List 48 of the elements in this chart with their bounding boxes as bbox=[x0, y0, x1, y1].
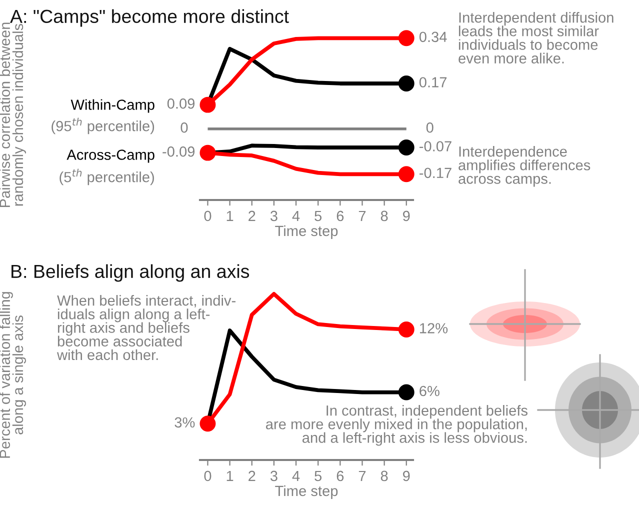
x-axis-title: Time step bbox=[275, 225, 338, 239]
x-tick-label: 5 bbox=[314, 470, 322, 482]
data-label: 3% bbox=[174, 417, 195, 428]
x-tick-label: 5 bbox=[314, 210, 322, 222]
chart-title: B: Beliefs align along an axis bbox=[12, 264, 250, 282]
x-tick-label: 3 bbox=[270, 210, 278, 222]
data-label: 6% bbox=[420, 386, 440, 396]
x-tick-label: 0 bbox=[204, 470, 212, 482]
x-tick-label: 2 bbox=[248, 470, 256, 481]
x-tick-label: 4 bbox=[292, 470, 300, 481]
annotation: In contrast, independent beliefs are more evenly mixed in the population, and a left-right axis is less obvious. bbox=[266, 405, 528, 446]
text: Interdependence amplifies differences across camps. bbox=[458, 146, 590, 187]
text: (5$^{th}$ percentile) bbox=[60, 168, 154, 186]
annotation: When beliefs interact, indiv- iduals align along a left- right axis and beliefs become associated with each other. bbox=[56, 295, 236, 360]
x-tick-label: 8 bbox=[380, 210, 388, 222]
point bbox=[398, 76, 414, 92]
point bbox=[200, 96, 216, 113]
point bbox=[398, 166, 414, 182]
text: (95$^{th}$ percentile) bbox=[52, 118, 154, 134]
data-label: 0.17 bbox=[419, 77, 447, 88]
x-tick-label: 1 bbox=[226, 210, 234, 221]
point bbox=[200, 144, 216, 161]
point bbox=[398, 30, 414, 46]
text: Across-Camp bbox=[66, 150, 154, 163]
data-label: 0.09 bbox=[167, 98, 195, 109]
x-tick-label: 3 bbox=[270, 470, 278, 482]
x-axis-title: Time step bbox=[275, 485, 338, 499]
x-tick-label: 6 bbox=[336, 210, 344, 222]
x-tick-label: 9 bbox=[403, 470, 410, 482]
data-label: 12% bbox=[420, 323, 448, 334]
text: Within-Camp bbox=[70, 99, 154, 113]
x-tick-label: 9 bbox=[403, 210, 410, 222]
text: 0 bbox=[180, 122, 188, 133]
x-tick-label: 6 bbox=[336, 470, 344, 482]
x-tick-label: 7 bbox=[358, 210, 366, 221]
x-tick-label: 1 bbox=[226, 470, 234, 481]
x-tick-label: 2 bbox=[248, 210, 256, 221]
x-tick-label: 4 bbox=[292, 210, 300, 221]
x-tick-label: 7 bbox=[358, 470, 366, 481]
data-label: -0.07 bbox=[420, 141, 452, 152]
data-label: 0.34 bbox=[419, 32, 447, 42]
data-label: -0.17 bbox=[420, 168, 452, 178]
text: Interdependent diffusion leads the most similar individuals to become even more alike. bbox=[458, 12, 614, 64]
x-tick-label: 0 bbox=[204, 210, 212, 222]
ref-line-label: 0 bbox=[426, 122, 434, 133]
point bbox=[398, 140, 414, 156]
x-tick-label: 8 bbox=[380, 470, 388, 482]
data-label: -0.09 bbox=[162, 146, 195, 157]
